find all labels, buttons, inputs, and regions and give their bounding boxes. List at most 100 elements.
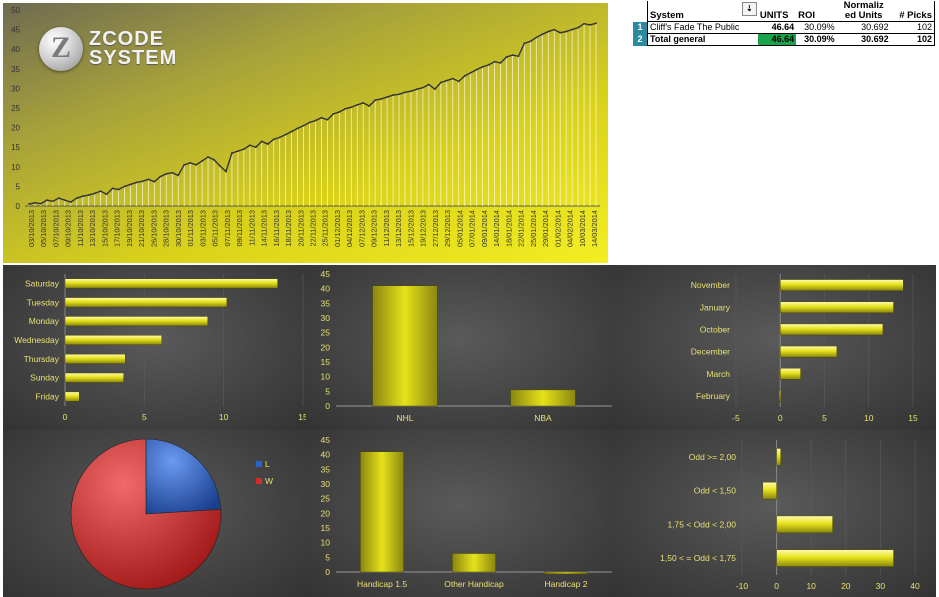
system-stats-table: System ⇣ UNITS ROI Normaliz ed Units # P…: [633, 1, 935, 46]
bar: [544, 571, 588, 575]
data-point: [40, 202, 42, 205]
table-row: 2 Total general 46.64 30.09% 30.692 102: [633, 33, 935, 46]
data-point: [141, 180, 144, 183]
x-tick-label: 17/10/2013: [113, 210, 122, 247]
bar: [780, 323, 884, 336]
x-tick-label: 09/12/2013: [370, 210, 379, 247]
cell-units: 46.64: [757, 33, 797, 46]
x-tick-label: 29/12/2013: [443, 210, 452, 247]
header-normalized-label: Normaliz ed Units: [843, 0, 884, 21]
x-tick-label: 0: [63, 412, 68, 422]
data-point: [511, 54, 514, 56]
y-tick-label: 20: [11, 124, 20, 133]
data-point: [320, 116, 323, 119]
data-point: [410, 90, 412, 93]
y-tick-label: 5: [16, 182, 21, 191]
cell-roi: 30.09%: [796, 33, 837, 46]
data-point: [523, 42, 526, 45]
month-chart: -5 0 5 10 15 November January October December Ma…: [613, 265, 936, 430]
category-label: December: [691, 347, 730, 357]
bar: [452, 553, 496, 573]
data-point: [159, 175, 162, 178]
data-point: [207, 156, 209, 158]
x-tick-label: 0: [774, 581, 779, 591]
data-point: [469, 71, 472, 74]
data-point: [135, 181, 138, 184]
x-tick-label: 15: [298, 412, 306, 422]
y-tick-label: 45: [321, 269, 331, 279]
filter-dropdown-icon[interactable]: ⇣: [741, 2, 757, 16]
x-tick-label: 10: [806, 581, 816, 591]
day-of-week-chart: 0 5 10 15 Saturday Tuesday Monday Wednesday Thur…: [3, 265, 306, 430]
data-point: [81, 195, 84, 198]
category-label: November: [691, 280, 730, 290]
x-tick-label: 01/12/2013: [333, 210, 342, 247]
data-point: [69, 201, 72, 203]
data-point: [28, 203, 30, 205]
data-point: [547, 30, 550, 33]
data-point: [499, 62, 502, 64]
category-label: January: [700, 302, 731, 312]
zcode-logo-glyph: Z: [50, 31, 71, 64]
data-point: [517, 55, 520, 58]
data-point: [404, 91, 406, 94]
zcode-logo-line2: SYSTEM: [89, 47, 178, 69]
x-tick-label: 18/11/2013: [284, 210, 293, 246]
data-point: [34, 201, 36, 204]
pie-slice: [70, 438, 222, 590]
data-point: [296, 127, 299, 130]
bar: [776, 448, 782, 466]
bar: [780, 367, 801, 380]
cell-normalized: 30.692: [836, 33, 891, 46]
data-point: [87, 194, 90, 196]
x-tick-label: 07/12/2013: [357, 210, 366, 247]
y-tick-label: 0: [325, 567, 330, 577]
header-units: UNITS: [759, 10, 789, 21]
cell-system: Cliff's Fade The Public: [646, 21, 758, 34]
y-tick-label: 20: [321, 342, 331, 352]
y-tick-label: 5: [325, 552, 330, 562]
cell-system: Total general: [646, 33, 758, 46]
y-tick-label: 35: [11, 65, 20, 74]
y-tick-label: 45: [321, 435, 331, 445]
data-point: [439, 81, 442, 84]
x-tick-label: 15/12/2013: [406, 210, 415, 247]
league-svg: 0 5 10 15 20 25 30 35 40 45 NHL NBA: [321, 269, 612, 423]
day-of-week-svg: 0 5 10 15 Saturday Tuesday Monday Wednesday Thur…: [14, 274, 306, 422]
handicap-chart: 0 5 10 15 20 25 30 35 40 45 Handicap 1.5 Other Hand…: [306, 430, 613, 597]
zcode-logo-line1: ZCODE: [89, 28, 164, 50]
bar: [64, 335, 163, 345]
x-tick-label: 28/10/2013: [162, 210, 171, 247]
y-tick-label: 25: [321, 494, 331, 504]
cell-picks: 102: [890, 33, 935, 46]
x-tick-label: 13/12/2013: [394, 210, 403, 247]
x-tick-label: -10: [736, 581, 749, 591]
odds-range-svg: -10 0 10 20 30 40 Odd >= 2,00 Odd < 1,50 1,75 < …: [660, 440, 920, 591]
handicap-svg: 0 5 10 15 20 25 30 35 40 45 Handicap 1.5 Other Hand…: [321, 435, 612, 589]
y-tick-label: 35: [321, 464, 331, 474]
x-tick-label: 19/12/2013: [419, 210, 428, 247]
cell-roi: 30.09%: [796, 21, 837, 34]
cumulative-units-svg: 0 5 10 15 20 25 30 35 40 45 50 03/10/2013 05/10/2013…: [11, 6, 600, 247]
data-point: [213, 158, 215, 161]
data-point: [577, 26, 579, 29]
x-tick-label: 14/03/2014: [590, 210, 599, 247]
data-point: [386, 96, 389, 98]
data-point: [153, 180, 156, 183]
category-label: 1,50 < = Odd < 1,75: [660, 553, 736, 563]
data-point: [260, 140, 263, 143]
data-point: [105, 193, 108, 196]
category-label: March: [706, 369, 730, 379]
data-point: [571, 28, 574, 31]
category-label: 1,75 < Odd < 2,00: [667, 519, 736, 529]
data-point: [541, 33, 544, 36]
x-tick-label: 29/01/2014: [541, 210, 550, 247]
data-point: [225, 170, 227, 173]
x-tick-label: 14/01/2014: [492, 210, 501, 247]
y-tick-label: 5: [325, 386, 330, 396]
data-point: [433, 88, 436, 91]
data-point: [314, 119, 317, 122]
row-index: 2: [633, 33, 648, 46]
data-point: [111, 187, 114, 190]
bar: [779, 390, 781, 402]
